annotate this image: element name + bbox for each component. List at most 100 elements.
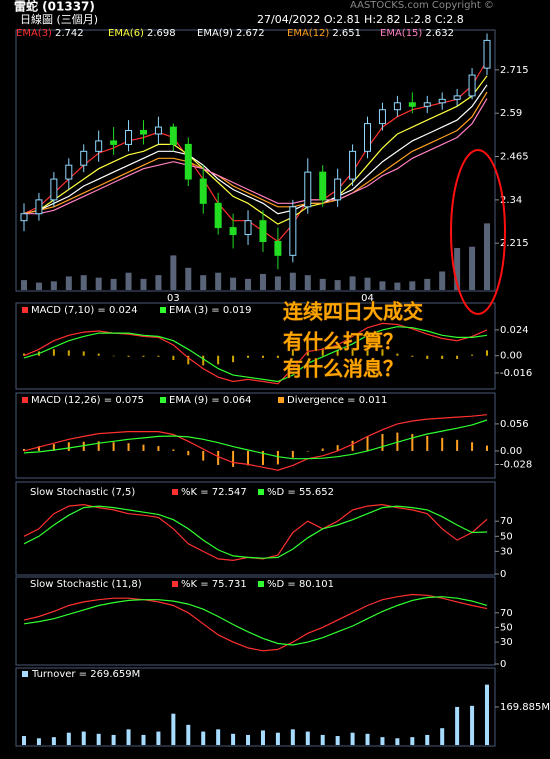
volume-bar (80, 275, 87, 290)
legend-label: EMA(9) (197, 28, 233, 39)
divergence-bar (471, 442, 474, 451)
turnover-bar (66, 732, 71, 745)
candle-body (319, 171, 327, 201)
y-tick-label: -0.028 (500, 459, 532, 470)
indicator-line (23, 414, 488, 471)
turnover-bar (22, 736, 26, 745)
divergence-bar (67, 350, 70, 356)
y-tick-label: 169.885M (500, 702, 550, 713)
candle-body (199, 178, 207, 204)
divergence-bar (142, 444, 145, 451)
legend-value: 2.698 (147, 28, 176, 39)
panel-title: Slow Stochastic (7,5) (30, 487, 135, 498)
turnover-bar (96, 733, 101, 745)
candle-body (289, 206, 297, 256)
y-tick-label: 2.215 (500, 238, 529, 249)
candle-body (184, 143, 192, 180)
panel-title: Slow Stochastic (11,8) (30, 579, 142, 590)
y-tick-label: 30 (500, 546, 513, 557)
divergence-bar (306, 343, 309, 356)
divergence-bar (127, 355, 130, 357)
candle-body (304, 171, 312, 208)
turnover-bar (455, 706, 460, 745)
legend-value: 2.742 (55, 28, 84, 39)
volume-bar (304, 275, 311, 290)
y-tick-label: 0.00 (500, 446, 522, 457)
divergence-bar (486, 445, 488, 451)
candle-body (468, 74, 476, 97)
divergence-bar (456, 355, 459, 359)
turnover-bar (111, 734, 116, 745)
y-tick-label: -0.016 (500, 368, 532, 379)
candle-body (378, 109, 386, 125)
divergence-bar (321, 448, 324, 451)
divergence-bar (426, 355, 429, 359)
divergence-bar (276, 450, 279, 465)
divergence-bar (396, 353, 399, 356)
candle-body (229, 227, 237, 236)
volume-bar (349, 276, 356, 290)
volume-bar (409, 281, 416, 290)
divergence-bar (306, 450, 309, 452)
volume-bar (469, 246, 476, 290)
legend-value: 2.651 (332, 28, 361, 39)
turnover-bar (126, 729, 131, 745)
legend-label: MACD (12,26) = 0.075 (31, 395, 144, 406)
candle-body (453, 95, 461, 100)
y-tick-label: 2.715 (500, 65, 529, 76)
legend-value: 2.632 (425, 28, 454, 39)
divergence-bar (441, 355, 444, 359)
legend-swatch (160, 397, 166, 403)
legend-swatch (22, 397, 28, 403)
y-tick-label: 0 (500, 569, 506, 580)
legend-label: EMA(15) (380, 28, 422, 39)
candle-body (95, 140, 103, 152)
volume-bar (35, 282, 42, 290)
candle-body (423, 102, 431, 107)
volume-bar (364, 277, 371, 290)
divergence-bar (351, 348, 354, 356)
volume-bar (245, 278, 252, 290)
candle-body (408, 102, 416, 107)
y-tick-label: 30 (500, 637, 513, 648)
indicator-line (23, 419, 488, 460)
divergence-bar (217, 355, 220, 365)
divergence-bar (52, 444, 55, 451)
candle-body (364, 123, 372, 152)
legend-label: %D = 55.652 (267, 487, 334, 498)
volume-bar (215, 272, 222, 290)
turnover-bar (51, 737, 56, 745)
divergence-bar (351, 440, 354, 451)
turnover-bar (275, 732, 280, 745)
divergence-bar (82, 351, 85, 356)
turnover-bar (470, 705, 475, 745)
candle-body (65, 164, 73, 180)
divergence-bar (381, 434, 384, 451)
divergence-bar (456, 439, 459, 451)
legend-label: EMA(3) (16, 28, 52, 39)
divergence-bar (321, 348, 324, 356)
divergence-bar (172, 449, 175, 451)
divergence-bar (426, 435, 429, 451)
divergence-bar (112, 355, 115, 357)
divergence-bar (232, 355, 235, 363)
divergence-bar (217, 450, 220, 465)
candle-body (169, 126, 177, 145)
candle-body (244, 220, 252, 236)
divergence-bar (172, 355, 175, 361)
y-tick-label: 0.00 (500, 351, 522, 362)
turnover-bar (36, 738, 41, 745)
divergence-bar (247, 450, 250, 466)
y-tick-label: 50 (500, 531, 513, 542)
legend-swatch (258, 581, 264, 587)
legend-label: EMA (9) = 0.064 (169, 395, 252, 406)
indicator-line (23, 326, 488, 383)
candle-body (274, 240, 282, 256)
volume-bar (21, 280, 27, 290)
divergence-bar (112, 442, 115, 451)
legend-swatch (172, 581, 178, 587)
volume-bar (200, 275, 207, 290)
panel-frame (15, 481, 496, 576)
legend-label: %D = 80.101 (267, 579, 334, 590)
